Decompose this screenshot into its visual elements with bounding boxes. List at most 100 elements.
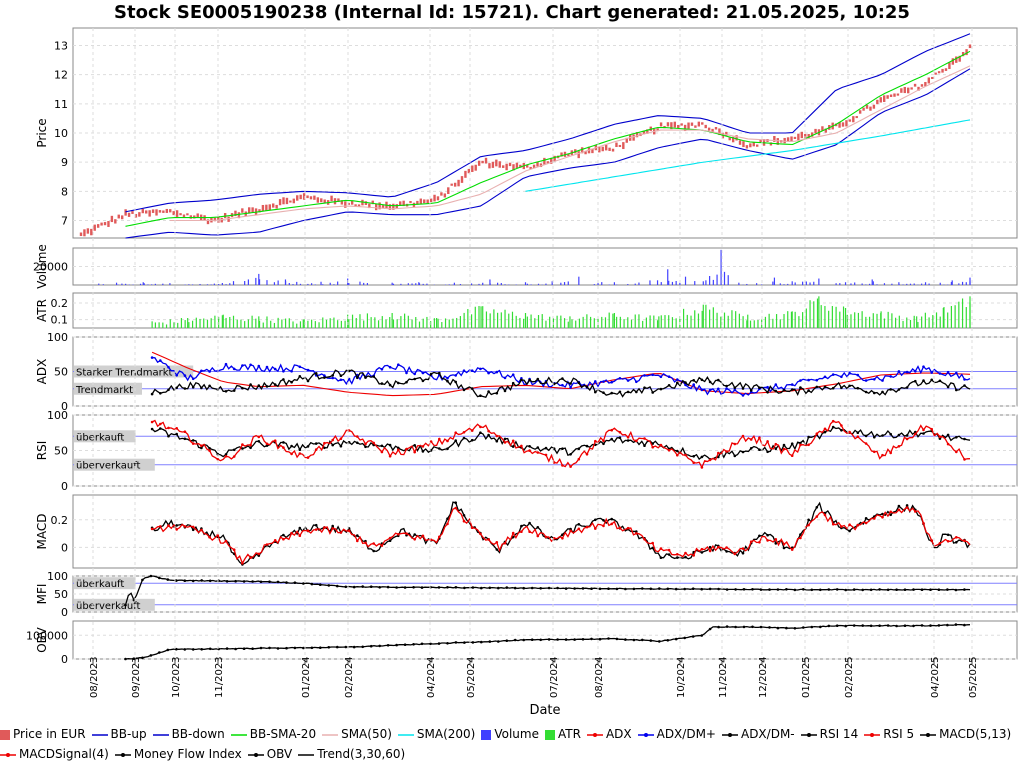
- obv-point: [598, 637, 602, 641]
- adx-dm-point: [577, 381, 581, 385]
- price-candle: [151, 209, 155, 213]
- sma-200-line: [525, 119, 971, 192]
- rsi-5-point: [544, 453, 548, 457]
- rsi-5-point: [232, 455, 236, 458]
- money-flow-index-point: [844, 588, 847, 592]
- adx-dm-point: [282, 378, 285, 381]
- money-flow-index-point: [734, 588, 737, 591]
- legend-label: RSI 14: [819, 727, 859, 741]
- price-candle: [519, 164, 522, 168]
- rsi-5-point: [790, 454, 794, 458]
- adx-dm-point: [643, 374, 646, 377]
- rsi-14-point: [470, 438, 474, 442]
- rsi-5-point: [659, 443, 663, 447]
- adx-dm-point: [831, 373, 835, 376]
- macd-5-13-point: [676, 556, 679, 559]
- adx-dm-point: [331, 374, 335, 377]
- macd-5-13-point: [774, 542, 778, 545]
- price-candle: [134, 213, 138, 218]
- price-candle: [388, 204, 392, 210]
- adx-dm-point: [208, 370, 211, 373]
- money-flow-index-point: [785, 588, 788, 591]
- legend-swatch-icon: [586, 732, 603, 737]
- rsi-5-point: [815, 432, 819, 436]
- rsi-5-point: [922, 428, 925, 432]
- legend-swatch-icon: [298, 753, 315, 756]
- rsi-5-point: [356, 435, 359, 438]
- rsi-5-point: [249, 443, 252, 447]
- price-candle: [546, 161, 550, 164]
- macdsignal-4-point: [232, 548, 236, 551]
- macdsignal-4-point: [914, 510, 917, 513]
- rsi-14-point: [388, 443, 392, 447]
- price-candle: [169, 209, 172, 213]
- price-y-tick-label: 8: [61, 185, 68, 198]
- rsi-14-point: [200, 446, 203, 450]
- adx-dm-point: [700, 388, 704, 392]
- obv-point: [454, 641, 458, 644]
- obv-point: [615, 637, 619, 641]
- macdsignal-4-point: [725, 546, 728, 549]
- adx-dm-point: [610, 391, 613, 395]
- macdsignal-4-point: [347, 529, 351, 532]
- legend-item-volume: Volume: [481, 724, 539, 744]
- rsi-14-point: [807, 435, 810, 439]
- obv-point: [963, 623, 966, 627]
- money-flow-index-point: [285, 581, 288, 584]
- price-candle: [773, 136, 776, 142]
- macd-5-13-point: [955, 541, 958, 544]
- price-candle: [175, 210, 179, 217]
- obv-point: [590, 637, 593, 641]
- adx-y-tick-label: 50: [54, 366, 68, 379]
- macdsignal-4-point: [766, 539, 769, 542]
- price-candle: [821, 126, 824, 131]
- mfi-reference-label-bg: [74, 577, 136, 590]
- obv-point: [835, 624, 839, 627]
- rsi-y-tick-label: 50: [54, 445, 68, 458]
- obv-point: [768, 626, 771, 629]
- adx-reference-label-bg: [74, 382, 142, 395]
- adx-dm-point: [446, 379, 449, 383]
- adx-dm-point: [265, 385, 269, 388]
- adx-dm-point: [823, 375, 827, 379]
- money-flow-index-point: [827, 588, 831, 591]
- obv-point: [700, 634, 703, 637]
- obv-point: [285, 646, 288, 650]
- price-candle: [790, 136, 793, 142]
- price-candle: [220, 217, 223, 223]
- price-candle: [120, 215, 124, 220]
- adx-dm-point: [881, 379, 884, 382]
- adx-dm-point: [741, 387, 745, 390]
- price-candle: [241, 208, 244, 213]
- rsi-5-point: [413, 450, 417, 454]
- price-candle: [759, 139, 762, 143]
- obv-point: [513, 638, 517, 642]
- price-candle: [182, 214, 186, 218]
- rsi-14-point: [782, 443, 786, 447]
- chart-title: Stock SE0005190238 (Internal Id: 15721).…: [114, 2, 910, 23]
- macdsignal-4-point: [946, 540, 950, 543]
- macdsignal-4-point: [823, 513, 827, 517]
- macdsignal-4-point: [897, 508, 901, 512]
- rsi-5-point: [708, 458, 712, 462]
- macd-5-13-point: [356, 534, 359, 537]
- x-axis-label: Date: [529, 703, 560, 718]
- rsi-14-point: [265, 444, 269, 447]
- rsi-14-point: [856, 431, 860, 435]
- adx-dm-point: [831, 386, 835, 390]
- macdsignal-4-point: [635, 532, 638, 535]
- rsi-14-point: [282, 441, 285, 444]
- rsi-5-point: [585, 453, 589, 456]
- adx-dm-point: [848, 384, 851, 388]
- legend-swatch-icon: [721, 732, 738, 737]
- price-candle: [910, 87, 913, 90]
- price-candle: [707, 127, 711, 131]
- bb-sma-20-line: [125, 50, 971, 227]
- price-candle: [495, 159, 498, 167]
- macdsignal-4-point: [470, 526, 474, 529]
- adx-dm-point: [618, 377, 622, 380]
- price-candle: [872, 104, 876, 109]
- macd-5-13-point: [905, 504, 909, 507]
